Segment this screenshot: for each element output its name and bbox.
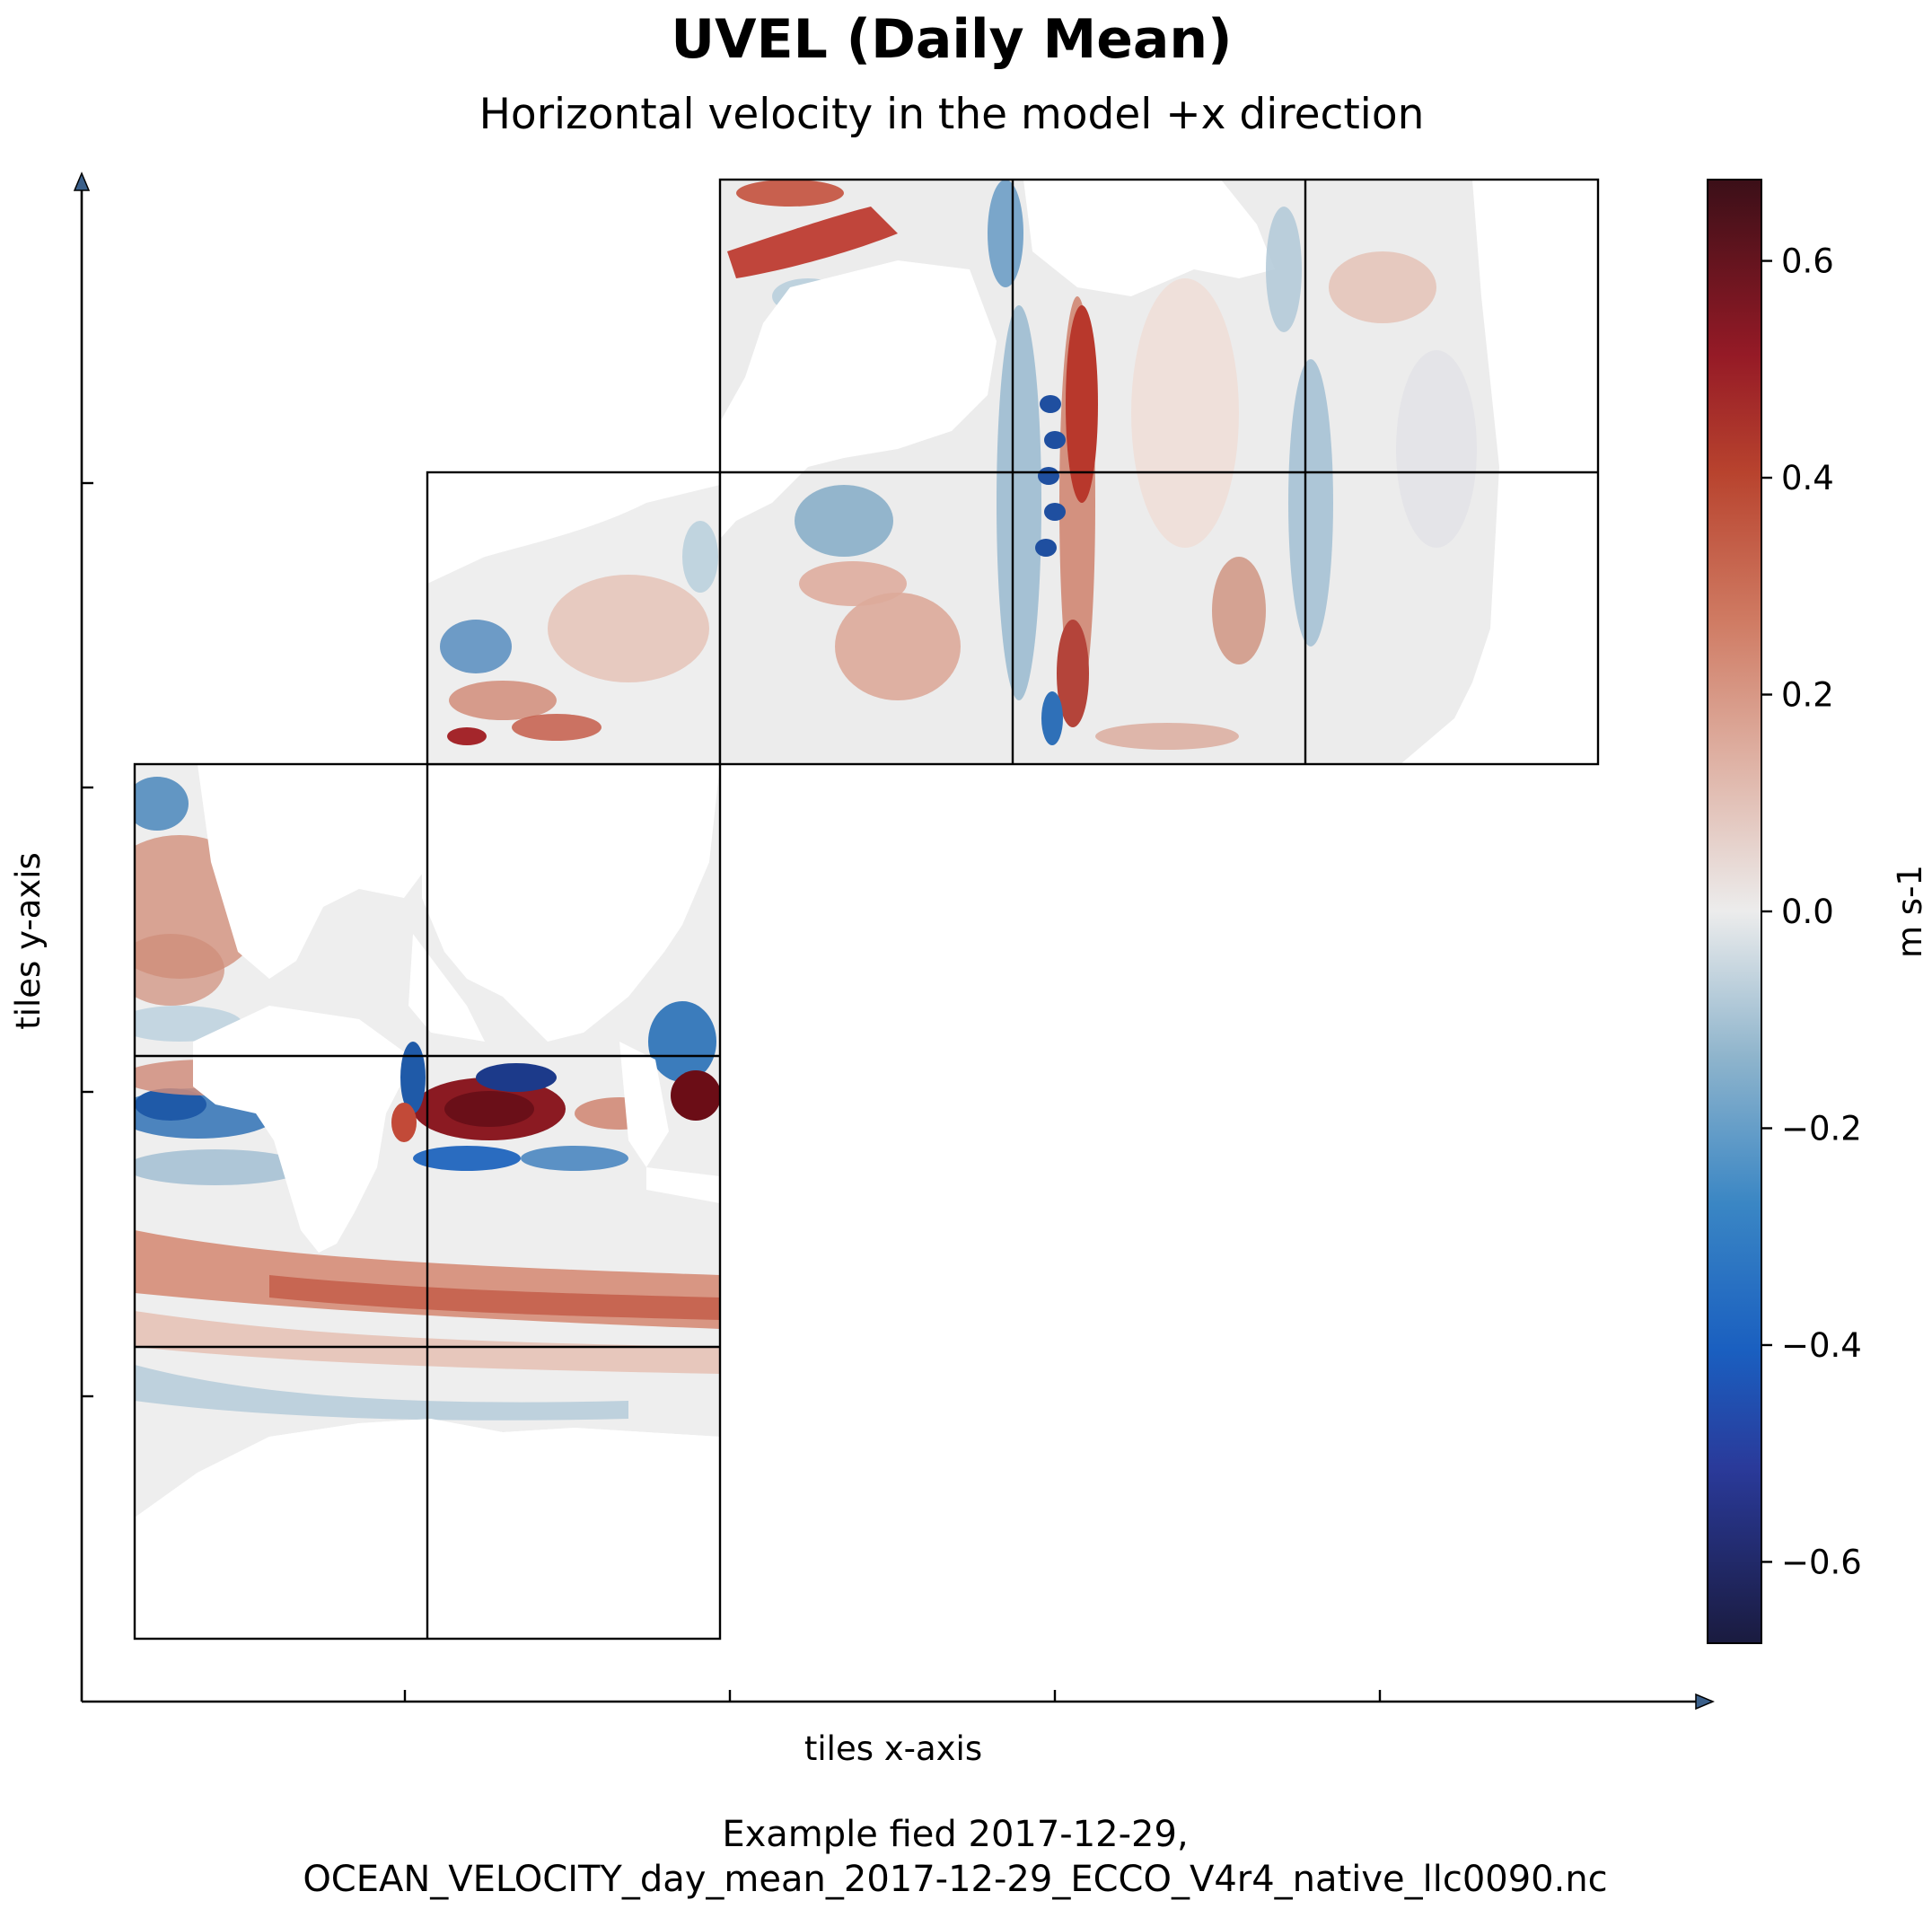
tile-block-upper-right bbox=[718, 178, 1600, 766]
chart-subtitle: Horizontal velocity in the model +x dire… bbox=[479, 90, 1425, 139]
tile-block-lower-left bbox=[133, 762, 722, 1641]
x-axis-arrow bbox=[1695, 1693, 1715, 1711]
caption-line-1: Example fied 2017-12-29, bbox=[722, 1814, 1188, 1855]
colorbar-tick-label: −0.2 bbox=[1781, 1109, 1862, 1148]
chart-title: UVEL (Daily Mean) bbox=[671, 8, 1232, 71]
colorbar: −0.6 −0.4 −0.2 0.0 0.2 0.4 0.6 m s-1 bbox=[1707, 179, 1929, 1644]
colorbar-tick-label: 0.4 bbox=[1781, 459, 1834, 497]
caption-line-2: OCEAN_VELOCITY_day_mean_2017-12-29_ECCO_… bbox=[303, 1859, 1607, 1900]
colorbar-gradient bbox=[1707, 179, 1762, 1644]
colorbar-tick-label: −0.6 bbox=[1781, 1543, 1862, 1581]
tile-block-middle bbox=[426, 471, 722, 766]
colorbar-ticks: −0.6 −0.4 −0.2 0.0 0.2 0.4 0.6 bbox=[1761, 242, 1862, 1581]
colorbar-tick-label: 0.2 bbox=[1781, 676, 1834, 715]
y-axis-arrow bbox=[73, 172, 91, 191]
x-axis-label: tiles x-axis bbox=[804, 1729, 982, 1768]
colorbar-label: m s-1 bbox=[1891, 865, 1929, 958]
axes: tiles x-axis tiles y-axis bbox=[9, 172, 1715, 1768]
colorbar-tick-label: −0.4 bbox=[1781, 1326, 1862, 1365]
colorbar-tick-label: 0.0 bbox=[1781, 893, 1834, 931]
colorbar-tick-label: 0.6 bbox=[1781, 242, 1834, 281]
y-axis-label: tiles y-axis bbox=[9, 852, 48, 1030]
